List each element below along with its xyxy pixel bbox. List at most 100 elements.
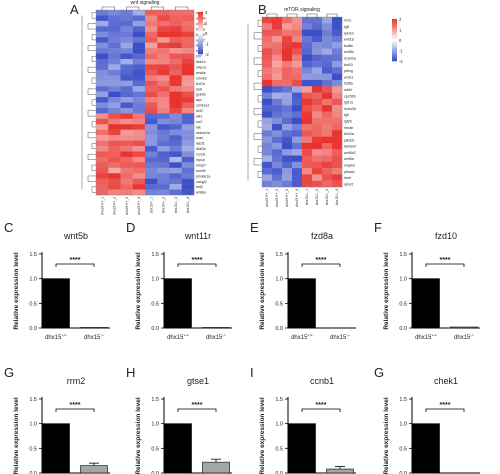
heatmap-cell <box>108 107 121 114</box>
heatmap-cell <box>312 48 323 55</box>
heatmap-cell <box>181 113 195 120</box>
color-scale-step <box>392 57 397 60</box>
heatmap-cell <box>96 48 109 54</box>
heatmap-cell <box>262 117 273 125</box>
dendrogram-branch <box>126 6 140 10</box>
panel-letter: B <box>258 2 267 17</box>
significance-bracket <box>55 408 95 412</box>
heatmap-row-label: fzd5a <box>344 82 353 86</box>
heatmap-cell <box>292 67 303 74</box>
color-scale-step <box>392 21 397 23</box>
y-tick-label: 0.5 <box>275 446 283 452</box>
heatmap-cell <box>302 130 313 137</box>
bar-wt <box>42 278 70 329</box>
heatmap-cell <box>332 124 343 131</box>
color-scale-step <box>392 22 397 24</box>
dendrogram-branch <box>253 82 262 90</box>
heatmap-cell <box>132 162 146 168</box>
heatmap-cell <box>145 97 158 103</box>
heatmap-row-label: igf1ra <box>344 101 353 105</box>
heatmap-cell <box>262 35 273 43</box>
heatmap-cell <box>145 75 158 81</box>
color-scale-tick: 1 <box>399 28 402 33</box>
heatmap-cell <box>181 91 195 98</box>
heatmap-cell <box>322 23 333 30</box>
y-tick-label: 0.5 <box>29 301 37 307</box>
heatmap-cell <box>282 17 293 24</box>
dendrogram-branch <box>286 13 298 17</box>
heatmap-cell <box>322 61 333 68</box>
heatmap-cell <box>96 10 109 16</box>
heatmap-cell <box>332 130 343 137</box>
heatmap-cell <box>322 149 333 156</box>
heatmap-cell <box>302 105 313 112</box>
heatmap-cell <box>96 178 109 185</box>
heatmap-cell <box>157 58 170 65</box>
heatmap-cell <box>169 189 182 196</box>
color-scale-step <box>198 15 203 17</box>
heatmap-cell <box>292 92 303 100</box>
heatmap-cell <box>322 180 333 188</box>
color-scale-step <box>198 44 203 46</box>
heatmap-cell <box>322 142 333 150</box>
heatmap-cell <box>262 48 273 55</box>
heatmap-cell <box>96 129 109 136</box>
color-scale-tick: -2 <box>399 59 403 64</box>
y-tick-label: 1.5 <box>399 397 407 403</box>
color-scale-tick: 2 <box>399 17 402 22</box>
heatmap-cell <box>181 167 195 174</box>
heatmap-cell <box>292 130 303 137</box>
heatmap-cell <box>282 180 293 188</box>
heatmap-cell <box>272 54 283 62</box>
color-scale-step <box>198 35 203 37</box>
heatmap-cell <box>120 15 133 22</box>
heatmap-cell <box>120 64 133 71</box>
heatmap-cell <box>169 69 182 76</box>
color-scale-step <box>392 43 397 45</box>
heatmap-cell <box>145 173 158 179</box>
heatmap-cell <box>302 42 313 49</box>
heatmap-cell <box>120 156 133 163</box>
heatmap-cell <box>322 54 333 62</box>
color-scale: 2 1 0 -1 -2 <box>198 10 209 57</box>
x-tick-label: dhx15+/+ <box>45 334 68 342</box>
heatmap-cell <box>302 23 313 30</box>
heatmap-cell <box>132 146 146 152</box>
heatmap-row-label: dact1 <box>196 142 205 146</box>
y-tick-label: 1.0 <box>29 277 37 283</box>
heatmap-cell <box>312 17 323 24</box>
dendrogram-branch <box>91 12 96 19</box>
heatmap-cell <box>169 42 182 49</box>
heatmap-cell <box>132 124 146 130</box>
heatmap-cell <box>145 118 158 125</box>
heatmap-cell <box>145 167 158 174</box>
dendrogram-branch <box>253 32 262 40</box>
heatmap-cell <box>312 111 323 118</box>
heatmap-col-label: dhx15+/+_1 <box>100 197 104 215</box>
heatmap-cell <box>332 98 343 106</box>
heatmap-row-label: ror2 <box>196 120 202 124</box>
heatmap-cell <box>312 79 323 87</box>
heatmap-cell <box>181 97 195 103</box>
y-tick-label: 0.0 <box>29 471 37 474</box>
heatmap-cell <box>322 17 333 24</box>
heatmap-cell <box>169 10 182 16</box>
heatmap-cell <box>96 146 109 152</box>
heatmap-cell <box>108 146 121 152</box>
heatmap-cell <box>292 168 303 175</box>
bar-chart-ccnb1: ccnb1 Relative expression level 0.0 0.5 1.0 1… <box>259 376 356 474</box>
heatmap-cell <box>292 136 303 144</box>
heatmap-cell <box>272 117 283 125</box>
dendrogram-branch <box>326 13 338 17</box>
color-scale-step <box>198 41 203 43</box>
heatmap-cell <box>282 92 293 100</box>
color-scale-step <box>198 51 203 54</box>
heatmap-cell <box>262 155 273 163</box>
color-scale-step <box>198 46 203 48</box>
color-scale-step <box>198 49 203 52</box>
heatmap-cell <box>302 17 313 24</box>
heatmap-cell <box>262 23 273 30</box>
y-tick-label: 1.0 <box>151 277 159 283</box>
heatmap-cell <box>332 168 343 175</box>
